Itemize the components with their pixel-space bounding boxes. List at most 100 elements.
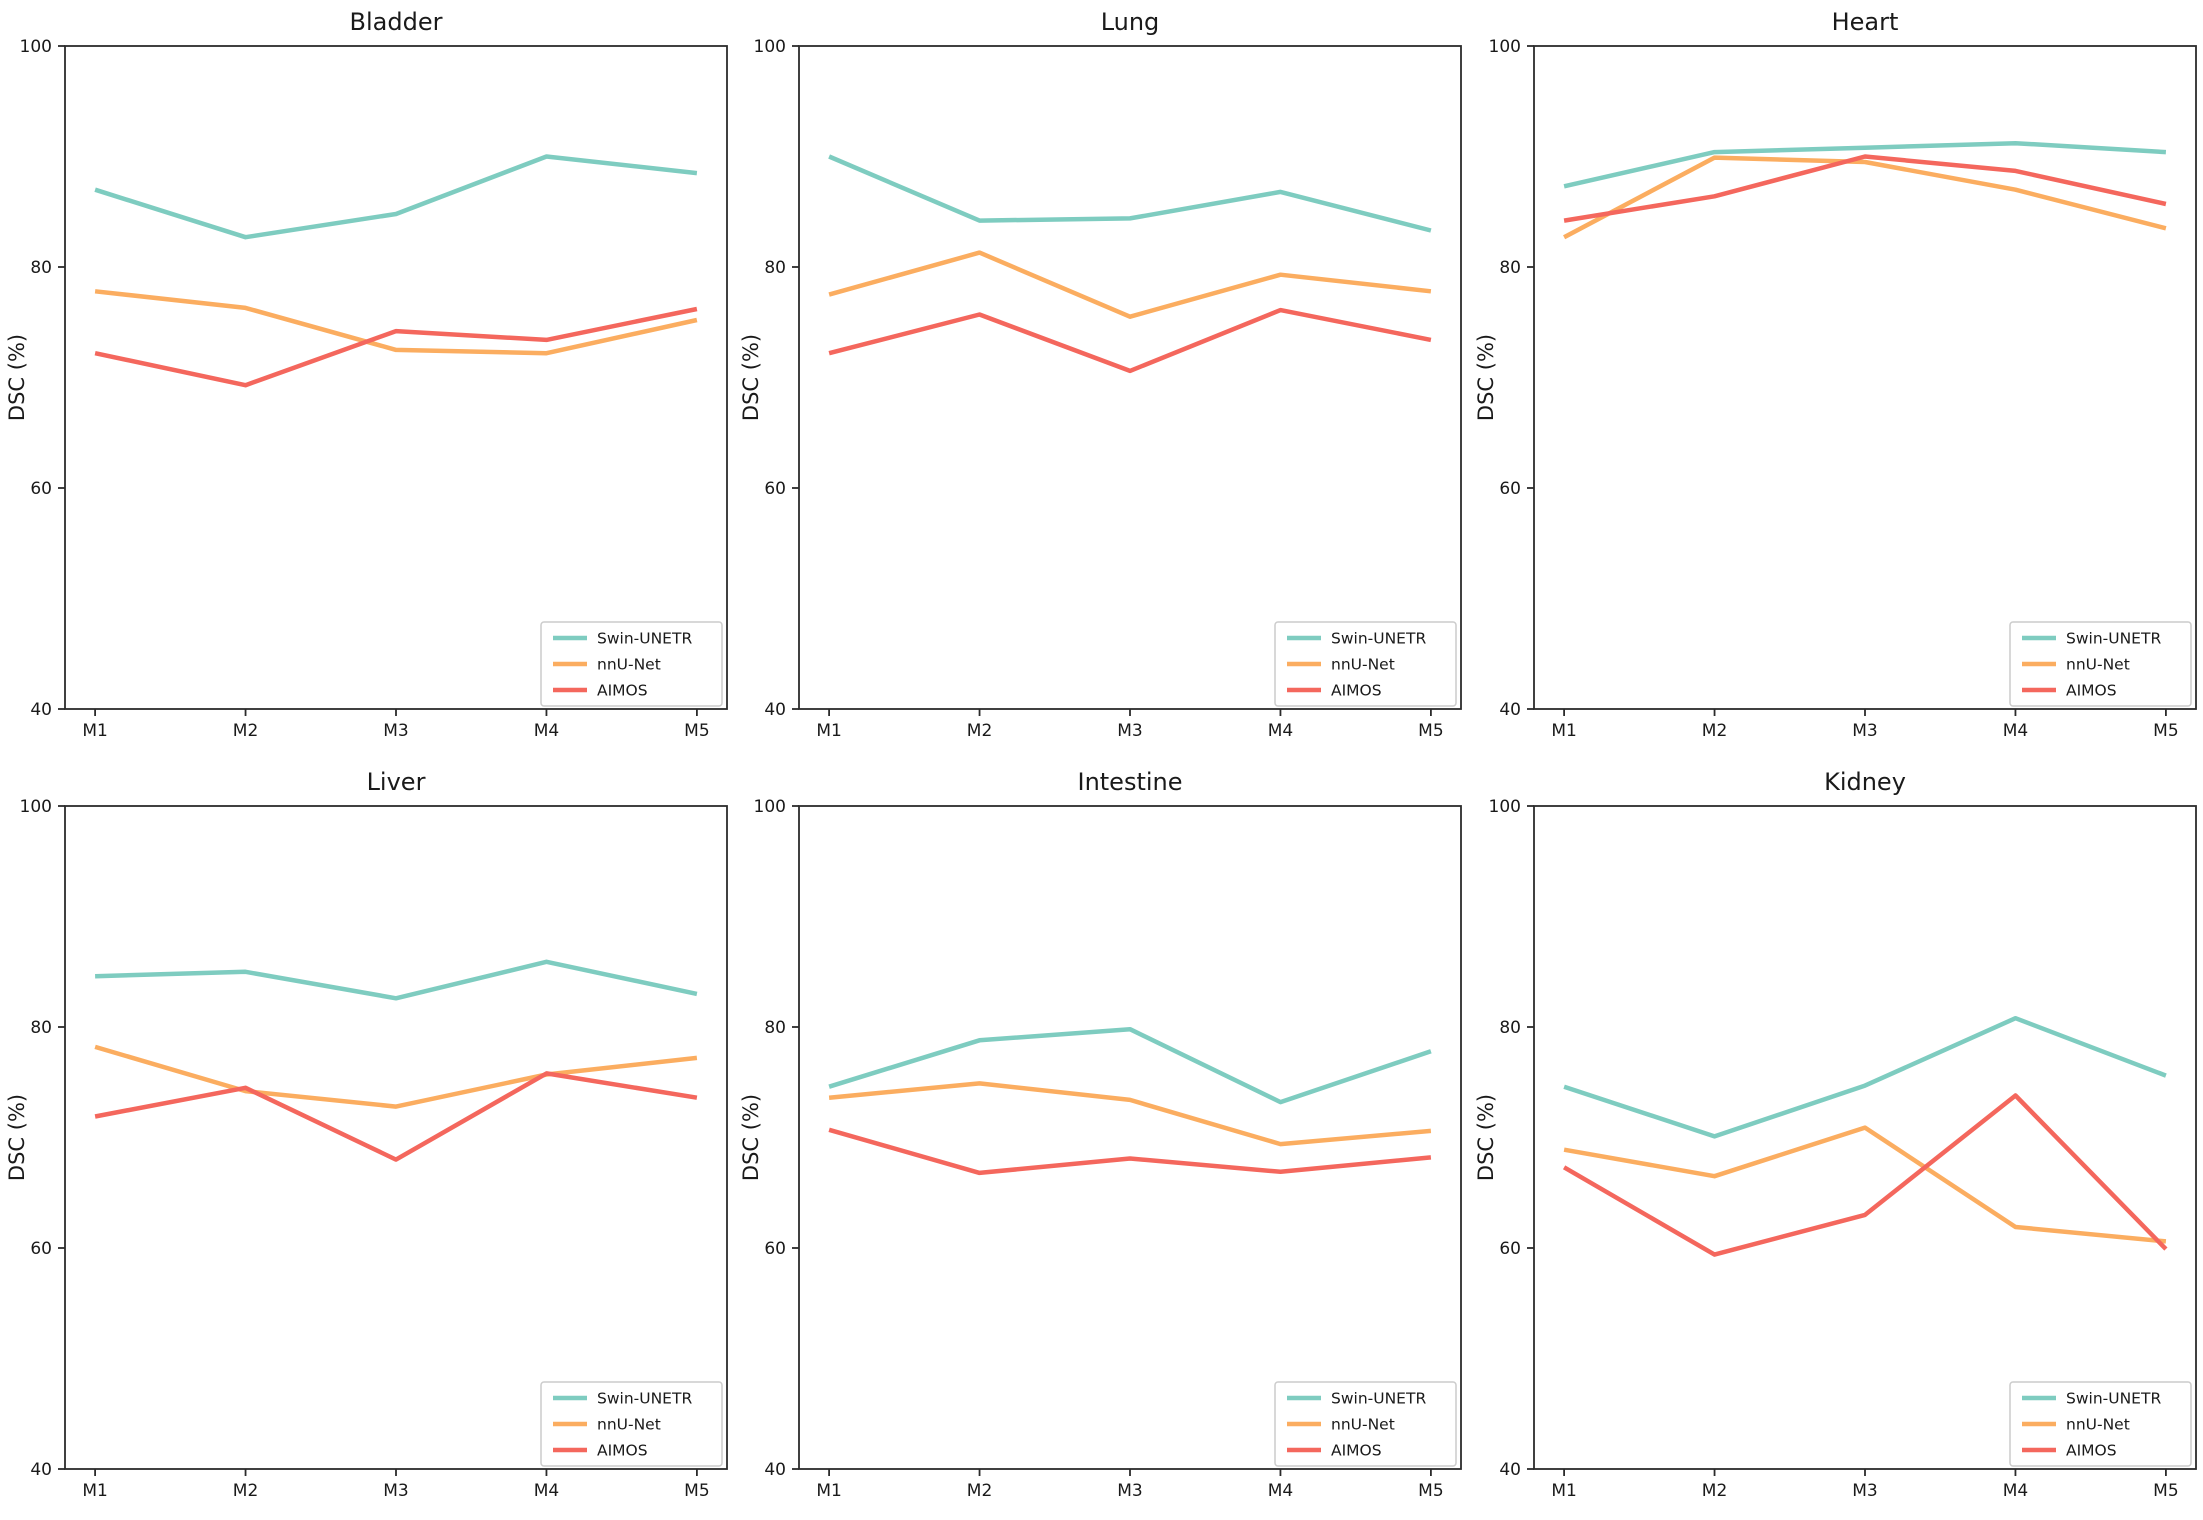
x-tick-label: M1	[1551, 721, 1576, 741]
subplot-heart: Heart DSC (%) 40 60 80 100 M1 M2 M3 M4 M5 Swin-UNET…	[1469, 0, 2203, 760]
legend-box	[1274, 621, 1458, 707]
y-tick-label: 100	[1488, 797, 1520, 817]
y-tick-label: 40	[30, 700, 52, 720]
legend: Swin-UNETR nnU-Net AIMOS	[2008, 621, 2192, 707]
x-tick-label: M1	[817, 721, 842, 741]
line-nnu-net	[829, 1081, 1432, 1147]
line-aimos	[828, 1127, 1432, 1176]
subplot-intestine: Intestine DSC (%) 40 60 80 100 M1 M2 M3 M4 M5 Swin-…	[734, 760, 1468, 1520]
legend-label: nnU-Net	[2066, 1416, 2130, 1434]
x-tick-label: M3	[1852, 1481, 1877, 1501]
x-tick-label: M2	[1701, 1481, 1726, 1501]
y-tick-label: 40	[765, 1460, 787, 1480]
legend: Swin-UNETR nnU-Net AIMOS	[1274, 621, 1458, 707]
y-tick-label: 60	[30, 479, 52, 499]
y-tick-label: 100	[754, 37, 786, 57]
x-tick-label: M4	[534, 721, 559, 741]
y-tick-label: 60	[1499, 1239, 1521, 1259]
y-axis-label: DSC (%)	[1474, 1094, 1498, 1181]
legend-label: nnU-Net	[1331, 1416, 1395, 1434]
x-tick-label: M5	[1418, 1481, 1443, 1501]
x-tick-label: M1	[1551, 1481, 1576, 1501]
y-tick-label: 40	[30, 1460, 52, 1480]
y-tick-label: 40	[1499, 1460, 1521, 1480]
x-tick-label: M3	[383, 1481, 408, 1501]
chart-svg-lung: Lung DSC (%) 40 60 80 100 M1 M2 M3 M4 M5 Swin-UNETR…	[739, 8, 1463, 741]
legend-box	[1274, 1381, 1458, 1467]
x-tick-label: M3	[1852, 721, 1877, 741]
x-tick-label: M5	[1418, 721, 1443, 741]
y-tick-label: 60	[765, 479, 787, 499]
line-aimos	[1562, 1093, 2168, 1257]
x-tick-label: M2	[233, 1481, 258, 1501]
legend-box	[2008, 621, 2192, 707]
chart-svg-kidney: Kidney DSC (%) 40 60 80 100 M1 M2 M3 M4 M5 Swin-UNE…	[1474, 768, 2197, 1501]
x-tick-label: M4	[1268, 1481, 1293, 1501]
line-aimos	[94, 1071, 698, 1162]
legend-label: AIMOS	[2066, 682, 2117, 700]
x-tick-label: M4	[2002, 1481, 2027, 1501]
subplot-liver: Liver DSC (%) 40 60 80 100 M1 M2 M3 M4 M5 Swin-UNET…	[0, 760, 734, 1520]
y-axis-label: DSC (%)	[5, 334, 29, 421]
line-swin-unetr	[95, 959, 698, 1001]
x-tick-label: M1	[82, 1481, 107, 1501]
x-tick-label: M2	[233, 721, 258, 741]
y-tick-label: 100	[20, 797, 52, 817]
y-tick-label: 100	[1488, 37, 1520, 57]
x-tick-label: M5	[684, 1481, 709, 1501]
subplot-bladder: Bladder DSC (%) 40 60 80 100 M1 M2 M3 M4 M5 Swin-UN…	[0, 0, 734, 760]
legend: Swin-UNETR nnU-Net AIMOS	[540, 1381, 723, 1467]
legend-label: nnU-Net	[597, 1416, 661, 1434]
line-swin-unetr	[828, 154, 1432, 233]
x-tick-label: M2	[967, 721, 992, 741]
chart-svg-intestine: Intestine DSC (%) 40 60 80 100 M1 M2 M3 M4 M5 Swin-…	[739, 768, 1463, 1501]
axes-spines	[1532, 805, 2197, 1470]
legend-label: AIMOS	[1331, 1442, 1382, 1460]
x-tick-label: M4	[1268, 721, 1293, 741]
y-tick-label: 80	[1499, 1018, 1521, 1038]
line-swin-unetr	[1563, 140, 2166, 189]
y-axis-label: DSC (%)	[739, 334, 763, 421]
legend-label: nnU-Net	[2066, 656, 2130, 674]
chart-svg-liver: Liver DSC (%) 40 60 80 100 M1 M2 M3 M4 M5 Swin-UNET…	[5, 768, 728, 1501]
legend-label: AIMOS	[1331, 682, 1382, 700]
chart-title: Heart	[1831, 8, 1898, 36]
x-tick-label: M5	[2153, 721, 2178, 741]
x-tick-label: M5	[2153, 1481, 2178, 1501]
y-tick-label: 100	[20, 37, 52, 57]
y-axis-label: DSC (%)	[739, 1094, 763, 1181]
x-tick-label: M2	[1701, 721, 1726, 741]
chart-svg-heart: Heart DSC (%) 40 60 80 100 M1 M2 M3 M4 M5 Swin-UNET…	[1474, 8, 2197, 741]
chart-svg-bladder: Bladder DSC (%) 40 60 80 100 M1 M2 M3 M4 M5 Swin-UN…	[5, 8, 728, 741]
chart-title: Liver	[367, 768, 426, 796]
line-aimos	[1563, 154, 2167, 223]
legend-label: Swin-UNETR	[597, 1390, 692, 1408]
subplot-lung: Lung DSC (%) 40 60 80 100 M1 M2 M3 M4 M5 Swin-UNETR…	[734, 0, 1468, 760]
line-swin-unetr	[94, 154, 698, 240]
y-tick-label: 60	[30, 1239, 52, 1259]
legend: Swin-UNETR nnU-Net AIMOS	[1274, 1381, 1458, 1467]
chart-title: Bladder	[350, 8, 443, 36]
x-tick-label: M1	[82, 721, 107, 741]
line-aimos	[828, 307, 1432, 374]
y-tick-label: 100	[754, 797, 786, 817]
legend-label: Swin-UNETR	[1331, 1390, 1426, 1408]
legend-label: AIMOS	[2066, 1442, 2117, 1460]
x-tick-label: M4	[2002, 721, 2027, 741]
chart-title: Kidney	[1824, 768, 1906, 796]
line-swin-unetr	[1563, 1015, 2167, 1139]
y-tick-label: 80	[30, 1018, 52, 1038]
x-tick-label: M3	[383, 721, 408, 741]
legend-label: Swin-UNETR	[597, 630, 692, 648]
legend: Swin-UNETR nnU-Net AIMOS	[540, 621, 723, 707]
axes-spines	[64, 805, 728, 1470]
axes-spines	[64, 45, 728, 710]
y-axis-label: DSC (%)	[1474, 334, 1498, 421]
x-tick-label: M3	[1118, 1481, 1143, 1501]
y-tick-label: 80	[765, 258, 787, 278]
x-tick-label: M4	[534, 1481, 559, 1501]
y-tick-label: 80	[1499, 258, 1521, 278]
legend-box	[540, 1381, 723, 1467]
legend: Swin-UNETR nnU-Net AIMOS	[2008, 1381, 2192, 1467]
y-tick-label: 40	[1499, 700, 1521, 720]
